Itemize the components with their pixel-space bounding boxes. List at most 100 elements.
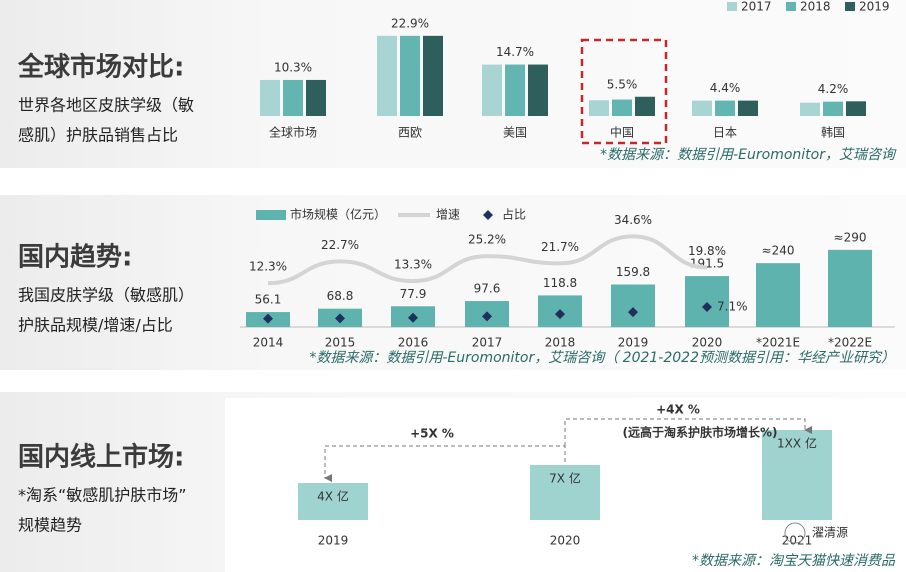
- growth-label: 19.8%: [688, 244, 726, 258]
- panel-subtitle: 护肤品规模/增速/占比: [18, 316, 173, 335]
- panel-subtitle: 规模趋势: [18, 516, 82, 535]
- bar-label: 4X 亿: [317, 489, 349, 504]
- legend-swatch: [256, 210, 286, 220]
- bar: [298, 483, 368, 520]
- value-label: 77.9: [400, 287, 427, 301]
- growth-label: 34.6%: [614, 213, 652, 227]
- category-label: *2021E: [756, 336, 800, 350]
- legend-swatch: [845, 2, 855, 11]
- panel-title: 全球市场对比:: [17, 52, 184, 83]
- category-label: 全球市场: [269, 125, 317, 140]
- watermark: 濯清源: [812, 526, 848, 540]
- share-marker: [408, 312, 418, 323]
- growth-label: +5X %: [410, 427, 454, 441]
- category-label: 日本: [713, 126, 737, 140]
- panel-subtitle: *淘系“敏感肌护肤市场”: [18, 486, 187, 505]
- category-label: 2018: [545, 336, 576, 350]
- value-label: 4.2%: [818, 82, 849, 96]
- share-label: 7.1%: [717, 299, 748, 313]
- legend-label: 增速: [436, 208, 460, 222]
- legend-label: 市场规模（亿元）: [290, 207, 386, 222]
- value-label: ≈240: [762, 244, 795, 258]
- share-marker: [335, 313, 345, 324]
- growth-label: 13.3%: [394, 258, 432, 272]
- arrow: [564, 418, 812, 446]
- bar: [762, 430, 832, 520]
- category-label: 韩国: [821, 125, 845, 140]
- bar-label: 1XX 亿: [777, 436, 817, 451]
- category-label: 2014: [253, 336, 284, 350]
- category-label: 美国: [503, 126, 527, 140]
- legend-label: 2019: [859, 0, 890, 14]
- panel-subtitle: 感肌）护肤品销售占比: [18, 126, 178, 145]
- value-label: ≈290: [834, 230, 867, 244]
- share-marker: [263, 313, 273, 324]
- category-label: 中国: [610, 125, 634, 140]
- value-label: 118.8: [543, 276, 577, 290]
- bar: [283, 79, 303, 116]
- share-marker: [702, 301, 712, 312]
- bar: [846, 101, 866, 116]
- value-label: 10.3%: [274, 60, 312, 74]
- share-marker: [482, 311, 492, 322]
- bar-label: 7X 亿: [549, 471, 581, 486]
- category-label: 2020: [692, 336, 723, 350]
- panel-title: 国内线上市场:: [18, 442, 184, 473]
- watermark-icon: [784, 522, 806, 544]
- category-label: 2019: [618, 336, 649, 350]
- highlight-box: [580, 38, 668, 145]
- bar: [692, 100, 712, 116]
- value-label: 14.7%: [496, 45, 534, 59]
- value-label: 22.9%: [391, 16, 429, 30]
- bar: [756, 263, 800, 327]
- category-label: 2015: [325, 336, 356, 350]
- bar: [505, 64, 525, 116]
- growth-label: 12.3%: [249, 260, 287, 274]
- value-label: 68.8: [327, 289, 354, 303]
- bar: [611, 284, 655, 327]
- legend-label: 占比: [502, 207, 526, 222]
- value-label: 5.5%: [607, 77, 638, 91]
- bar: [738, 100, 758, 116]
- legend-label: 2017: [741, 0, 772, 14]
- legend-swatch: [786, 2, 796, 11]
- note: (远高于淘系护肤市场增长%): [623, 425, 778, 440]
- bar: [423, 35, 443, 116]
- legend-diamond: [483, 210, 493, 220]
- legend-swatch: [727, 2, 737, 11]
- year-label: 2020: [550, 534, 581, 548]
- source: *数据来源：数据引用-Euromonitor，艾瑞咨询（ 2021-2022预测…: [309, 350, 895, 366]
- growth-label: 22.7%: [321, 238, 359, 252]
- growth-label: 21.7%: [541, 240, 579, 254]
- value-label: 56.1: [255, 293, 282, 307]
- panel-title: 国内趋势:: [18, 243, 132, 273]
- value-label: 97.6: [474, 282, 501, 296]
- growth-label: 25.2%: [468, 233, 506, 247]
- bar: [715, 100, 735, 116]
- panel-bg: [0, 0, 906, 168]
- category-label: 2017: [472, 336, 503, 350]
- share-marker: [628, 307, 638, 318]
- share-marker: [555, 309, 565, 320]
- category-label: 西欧: [398, 126, 422, 140]
- category-label: 2016: [398, 336, 429, 350]
- bar: [377, 35, 397, 116]
- bar: [400, 35, 420, 116]
- panel-bg: [0, 195, 906, 370]
- source: *数据来源：淘宝天猫快速消费品: [692, 553, 896, 569]
- bar: [260, 79, 280, 116]
- value-label: 4.4%: [710, 81, 741, 95]
- bar: [685, 276, 729, 327]
- source: *数据来源：数据引用-Euromonitor，艾瑞咨询: [600, 147, 897, 163]
- growth-line: [267, 234, 708, 286]
- year-label: 2021: [782, 534, 813, 548]
- growth-label: +4X %: [656, 403, 700, 417]
- bar: [635, 96, 655, 116]
- bar: [612, 99, 632, 116]
- value-label: 159.8: [616, 265, 650, 279]
- panel-subtitle: 我国皮肤学级（敏感肌）: [18, 286, 194, 305]
- arrow: [324, 445, 566, 482]
- legend-label: 2018: [800, 0, 831, 14]
- bar: [530, 465, 600, 520]
